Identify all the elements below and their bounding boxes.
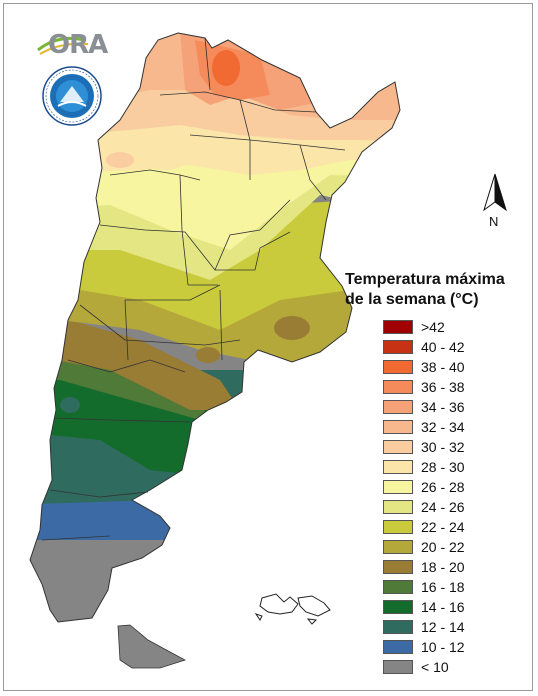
legend-swatch	[383, 360, 413, 374]
legend-label: 40 - 42	[421, 339, 465, 355]
legend-label: 10 - 12	[421, 639, 465, 655]
legend-label: 36 - 38	[421, 379, 465, 395]
legend-item: >42	[383, 317, 523, 337]
legend-swatch	[383, 580, 413, 594]
legend-label: 22 - 24	[421, 519, 465, 535]
legend-swatch	[383, 320, 413, 334]
legend-swatch	[383, 440, 413, 454]
north-arrow-icon	[483, 173, 507, 212]
legend-swatch	[383, 540, 413, 554]
legend-title-line1: Temperatura máxima	[345, 271, 505, 288]
legend-item: 32 - 34	[383, 417, 523, 437]
legend-label: 12 - 14	[421, 619, 465, 635]
legend-item: 28 - 30	[383, 457, 523, 477]
malvinas-islands	[254, 593, 331, 625]
legend-item: 22 - 24	[383, 517, 523, 537]
legend-item: 18 - 20	[383, 557, 523, 577]
legend-label: 32 - 34	[421, 419, 465, 435]
ora-logo-text: ORA	[48, 30, 108, 60]
north-arrow: N	[478, 172, 512, 232]
legend-label: 16 - 18	[421, 579, 465, 595]
legend-label: 30 - 32	[421, 439, 465, 455]
legend-item: 20 - 22	[383, 537, 523, 557]
legend-item: 10 - 12	[383, 637, 523, 657]
legend-swatch	[383, 480, 413, 494]
legend-label: < 10	[421, 659, 449, 675]
legend-swatch	[383, 660, 413, 674]
legend-item: 38 - 40	[383, 357, 523, 377]
legend-item: 12 - 14	[383, 617, 523, 637]
legend-item: 40 - 42	[383, 337, 523, 357]
north-label: N	[489, 214, 499, 229]
legend-swatch	[383, 640, 413, 654]
smn-logo	[42, 66, 102, 126]
legend-item: 34 - 36	[383, 397, 523, 417]
legend-label: 24 - 26	[421, 499, 465, 515]
legend-swatch	[383, 600, 413, 614]
legend-title-line2: de la semana (°C)	[345, 291, 479, 308]
legend-item: 26 - 28	[383, 477, 523, 497]
ora-swoosh-icon	[37, 36, 89, 55]
legend-item: 16 - 18	[383, 577, 523, 597]
smn-seal-icon	[42, 66, 102, 126]
legend-swatch	[383, 340, 413, 354]
legend-item: 14 - 16	[383, 597, 523, 617]
legend-label: >42	[421, 319, 445, 335]
legend-label: 28 - 30	[421, 459, 465, 475]
country-outline	[29, 32, 401, 623]
legend-label: 14 - 16	[421, 599, 465, 615]
province-borders	[41, 37, 346, 541]
legend-swatch	[383, 460, 413, 474]
legend-item: 30 - 32	[383, 437, 523, 457]
legend-swatch	[383, 420, 413, 434]
legend-swatch	[383, 380, 413, 394]
legend-label: 20 - 22	[421, 539, 465, 555]
legend-swatch	[383, 560, 413, 574]
legend: >42 40 - 42 38 - 40 36 - 38 34 - 36 32 - 34 30…	[383, 317, 523, 677]
tierra-del-fuego	[117, 624, 187, 669]
ora-logo: ORA	[36, 28, 108, 60]
legend-swatch	[383, 400, 413, 414]
legend-swatch	[383, 620, 413, 634]
legend-label: 38 - 40	[421, 359, 465, 375]
legend-label: 18 - 20	[421, 559, 465, 575]
legend-title: Temperatura máxima de la semana (°C)	[345, 270, 535, 310]
legend-label: 26 - 28	[421, 479, 465, 495]
legend-item: < 10	[383, 657, 523, 677]
legend-label: 34 - 36	[421, 399, 465, 415]
legend-item: 24 - 26	[383, 497, 523, 517]
legend-swatch	[383, 500, 413, 514]
legend-swatch	[383, 520, 413, 534]
map-frame	[3, 3, 533, 691]
legend-item: 36 - 38	[383, 377, 523, 397]
